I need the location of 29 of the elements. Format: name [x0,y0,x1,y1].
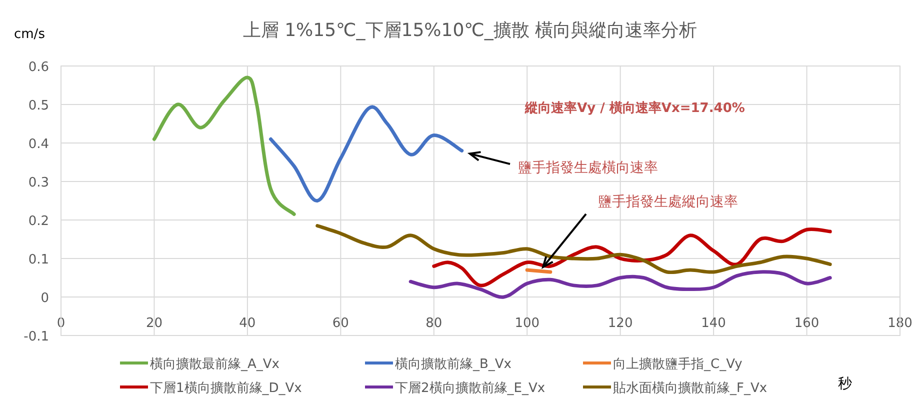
legend-label: 橫向擴散最前緣_A_Vx [150,357,280,372]
x-axis-title: 秒 [838,376,852,392]
legend-label: 下層2橫向擴散前緣_E_Vx [395,381,546,396]
y-tick-label: 0.2 [28,214,49,229]
x-tick-label: 40 [239,316,256,331]
annotation: 鹽手指發生處橫向速率 [518,160,658,176]
legend-label: 向上擴散鹽手指_C_Vy [613,357,743,372]
x-tick-label: 100 [514,316,540,331]
annotation: 縱向速率Vy / 橫向速率Vx=17.40% [524,100,745,116]
x-tick-label: 160 [794,316,820,331]
legend-label: 貼水面橫向擴散前緣_F_Vx [613,381,768,396]
y-tick-label: 0 [40,291,49,306]
x-tick-label: 80 [426,316,442,331]
y-tick-label: 0.1 [28,252,49,268]
legend-label: 下層1橫向擴散前緣_D_Vx [150,381,302,396]
chart-title: 上層 1%15℃_下層15%10℃_擴散 橫向與縱向速率分析 [242,20,698,41]
y-tick-label: 0.3 [28,176,49,190]
y-axis-title: cm/s [14,27,46,42]
annotation: 鹽手指發生處縱向速率 [598,194,738,210]
x-tick-label: 60 [332,316,349,331]
y-tick-label: 0.6 [28,60,49,75]
y-tick-label: -0.1 [24,330,49,344]
x-tick-label: 120 [608,316,633,331]
y-tick-label: 0.5 [28,98,49,114]
x-tick-label: 140 [701,316,726,331]
y-tick-label: 0.4 [28,137,49,152]
legend-label: 橫向擴散前緣_B_Vx [395,357,512,372]
x-tick-label: 20 [146,316,162,331]
x-tick-label: 180 [888,316,912,331]
